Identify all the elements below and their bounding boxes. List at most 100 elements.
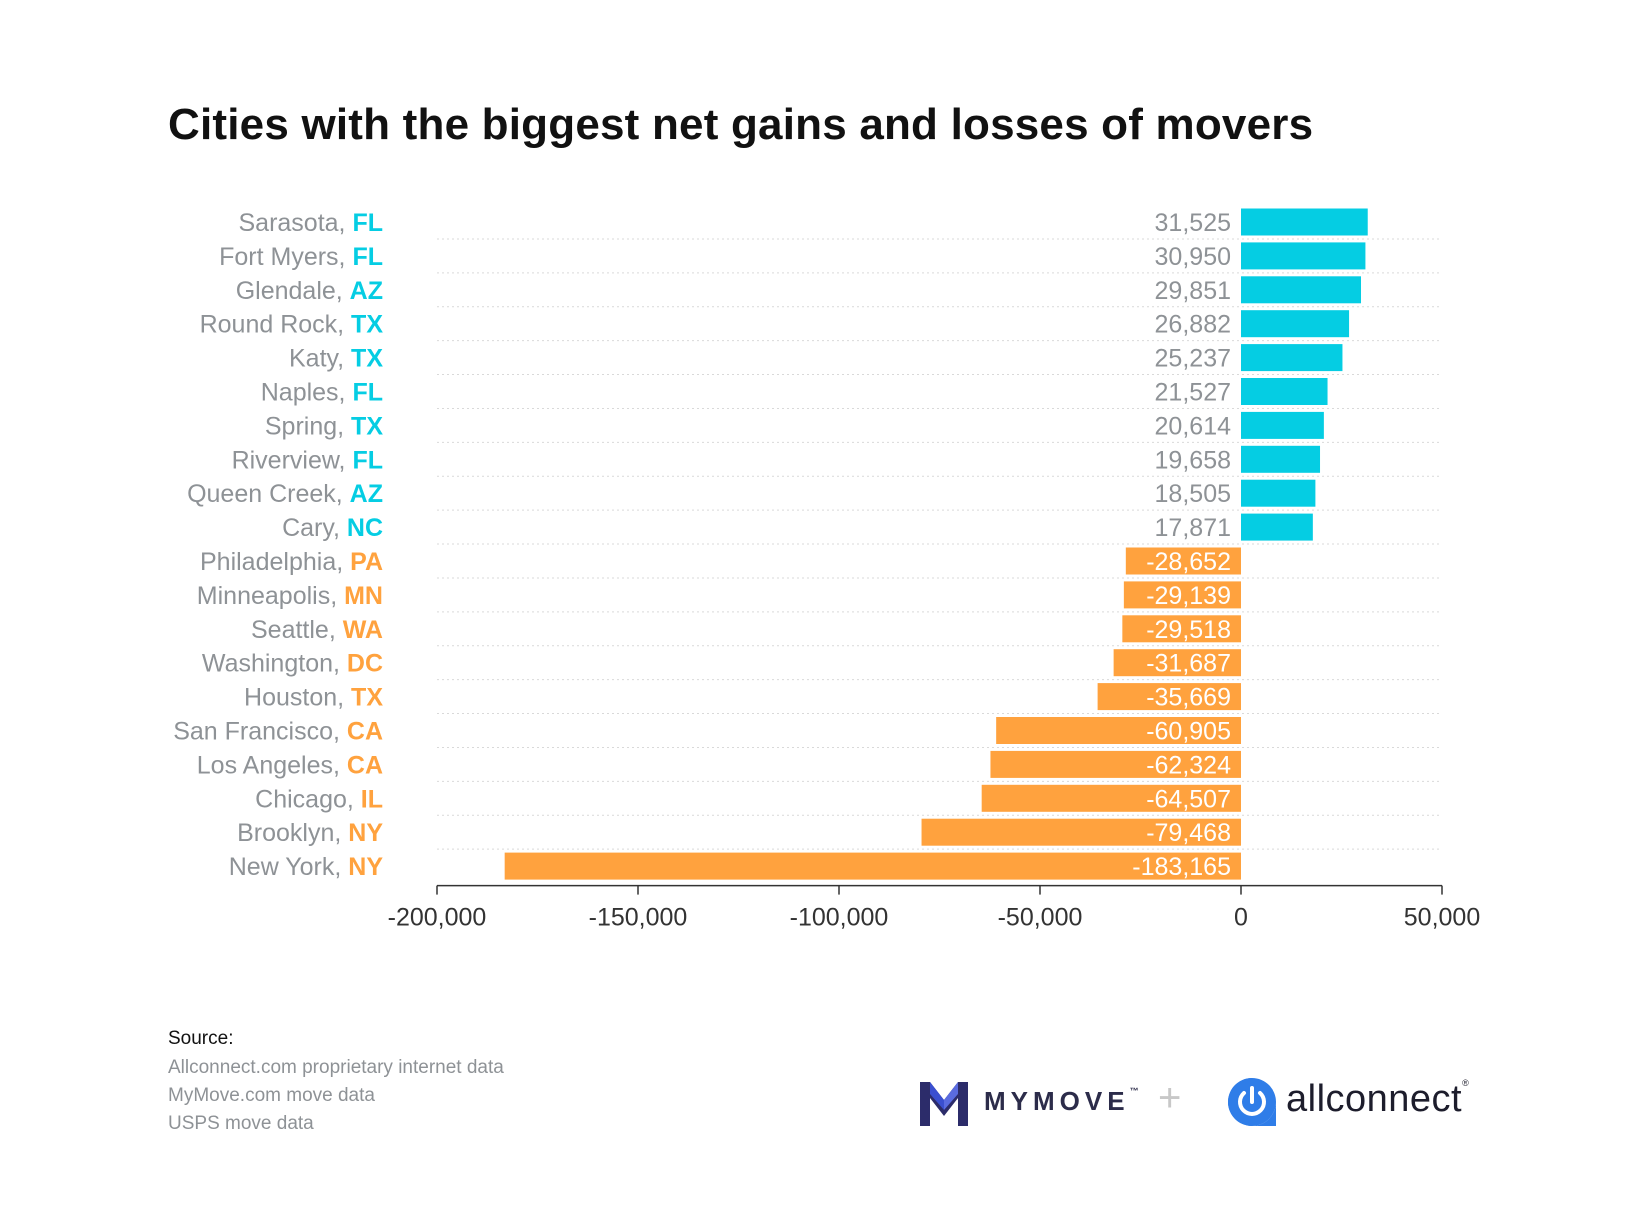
data-label: 29,851 [1155, 277, 1231, 305]
data-label: -183,165 [1132, 853, 1231, 881]
category-label: Seattle, WA [251, 616, 383, 644]
state-abbr: NC [347, 514, 383, 542]
city-name: Los Angeles, [197, 751, 347, 779]
bar [921, 818, 1241, 846]
category-label: New York, NY [229, 853, 384, 881]
city-name: Riverview, [232, 446, 353, 474]
category-label: Chicago, IL [255, 785, 383, 813]
data-label: 18,505 [1155, 480, 1231, 508]
state-abbr: NY [348, 819, 383, 847]
state-abbr: TX [351, 311, 383, 339]
mymove-logo-icon [920, 1082, 968, 1126]
state-abbr: PA [350, 548, 383, 576]
city-name: Fort Myers, [219, 243, 352, 271]
category-label: Queen Creek, AZ [187, 480, 383, 508]
city-name: New York, [229, 853, 349, 881]
city-name: Katy, [289, 345, 351, 373]
x-tick-label: -50,000 [998, 904, 1083, 932]
state-abbr: NY [348, 853, 383, 881]
x-tick-label: 0 [1234, 904, 1248, 932]
category-label: Brooklyn, NY [237, 819, 383, 847]
bar [1241, 513, 1313, 541]
x-tick-label: -200,000 [388, 904, 487, 932]
bar [1123, 581, 1241, 609]
bar [1241, 276, 1362, 304]
state-abbr: FL [352, 446, 383, 474]
bar [504, 852, 1241, 880]
bar [996, 717, 1241, 744]
city-name: Spring, [265, 412, 351, 440]
data-label: -28,652 [1146, 548, 1231, 576]
power-icon [1228, 1078, 1276, 1126]
state-abbr: FL [352, 209, 383, 237]
data-label: 19,658 [1155, 446, 1231, 474]
bar [1241, 310, 1350, 338]
category-label: Glendale, AZ [236, 277, 383, 305]
bar [1241, 378, 1328, 405]
data-label: -64,507 [1146, 785, 1231, 813]
x-tick-label: -150,000 [589, 904, 688, 932]
bar [1122, 615, 1241, 643]
mymove-logo-text: MYMOVE™ [984, 1086, 1139, 1116]
state-abbr: CA [347, 751, 383, 779]
data-label: -29,518 [1146, 616, 1231, 644]
bar [1241, 242, 1366, 270]
data-label: -62,324 [1146, 751, 1231, 779]
city-name: San Francisco, [173, 718, 347, 746]
data-label: 30,950 [1155, 243, 1231, 271]
city-name: Cary, [282, 514, 347, 542]
state-abbr: AZ [350, 480, 383, 508]
city-name: Chicago, [255, 785, 361, 813]
source-line: USPS move data [168, 1113, 314, 1134]
state-abbr: WA [343, 616, 383, 644]
bar [1241, 411, 1324, 439]
city-name: Brooklyn, [237, 819, 348, 847]
state-abbr: FL [352, 379, 383, 407]
bar [1113, 649, 1241, 677]
category-label: Round Rock, TX [200, 311, 384, 339]
city-name: Glendale, [236, 277, 350, 305]
bar [1241, 208, 1368, 236]
category-label: Philadelphia, PA [200, 548, 383, 576]
city-name: Minneapolis, [197, 582, 344, 610]
bar [1125, 547, 1241, 575]
state-abbr: IL [361, 785, 383, 813]
category-label: Sarasota, FL [239, 209, 384, 237]
category-label: San Francisco, CA [173, 718, 383, 746]
state-abbr: MN [344, 582, 383, 610]
data-label: 20,614 [1155, 412, 1232, 440]
bar [981, 784, 1241, 812]
city-name: Sarasota, [239, 209, 353, 237]
value-labels: 31,525 30,950 29,851 26,882 25,237 21,527 20,6… [1132, 209, 1231, 881]
city-name: Philadelphia, [200, 548, 350, 576]
category-label: Riverview, FL [232, 446, 383, 474]
data-label: 21,527 [1155, 379, 1231, 407]
source-block: Source: Allconnect.com proprietary inter… [168, 1028, 504, 1138]
category-label: Naples, FL [261, 379, 383, 407]
source-line: MyMove.com move data [168, 1085, 375, 1106]
category-label: Cary, NC [282, 514, 383, 542]
plus-sign: + [1158, 1076, 1182, 1120]
data-label: -35,669 [1146, 684, 1231, 712]
data-label: -29,139 [1146, 582, 1231, 610]
chart-title: Cities with the biggest net gains and lo… [168, 100, 1314, 149]
category-label: Minneapolis, MN [197, 582, 383, 610]
state-abbr: FL [352, 243, 383, 271]
state-abbr: TX [351, 345, 383, 373]
logos: MYMOVE™ + allconnect® [918, 1072, 1498, 1142]
x-axis: -200,000 -150,000 -100,000 -50,000 0 50,000 [388, 884, 1480, 932]
bar [1097, 683, 1241, 711]
allconnect-logo-text: allconnect® [1286, 1078, 1470, 1120]
state-abbr: TX [351, 684, 383, 712]
x-tick-label: 50,000 [1404, 904, 1480, 932]
source-line: Allconnect.com proprietary internet data [168, 1057, 504, 1078]
data-label: 26,882 [1155, 311, 1231, 339]
data-label: -60,905 [1146, 718, 1231, 746]
source-title: Source: [168, 1028, 234, 1049]
category-label: Houston, TX [244, 684, 383, 712]
state-abbr: DC [347, 650, 383, 678]
data-label: 17,871 [1155, 514, 1231, 542]
bars [504, 208, 1368, 880]
city-name: Queen Creek, [187, 480, 350, 508]
